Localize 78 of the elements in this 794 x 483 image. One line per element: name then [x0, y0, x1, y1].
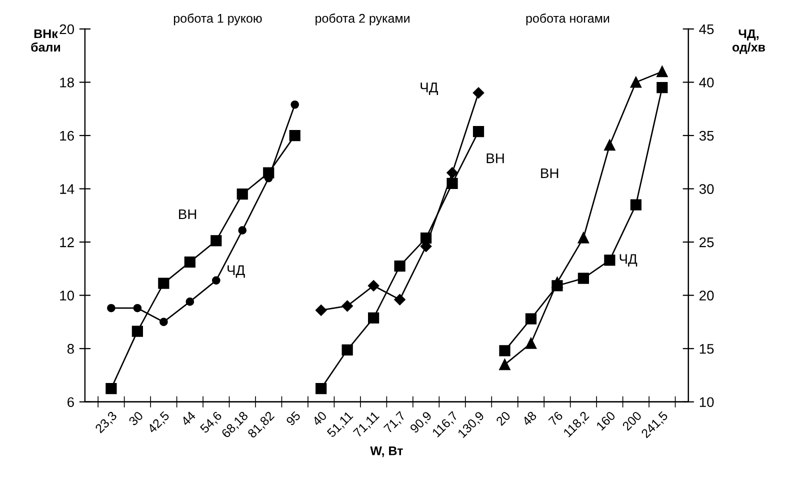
y-tick-label: 6	[68, 397, 74, 408]
point	[394, 260, 406, 272]
point	[342, 300, 353, 312]
text: робота 2 руками	[316, 13, 410, 26]
point	[132, 326, 143, 337]
x-tick-label: 30	[128, 410, 144, 426]
y2-tick-label: 20	[700, 290, 714, 300]
point	[107, 304, 116, 312]
point	[368, 280, 380, 292]
point	[578, 232, 590, 244]
point	[525, 338, 537, 349]
point	[472, 126, 484, 138]
point	[604, 140, 616, 151]
y-axis-title: ВНк бали	[31, 29, 60, 52]
point	[499, 345, 510, 356]
point	[106, 382, 117, 394]
x-tick-label: 20	[496, 410, 511, 426]
point	[394, 294, 406, 306]
point	[630, 76, 642, 88]
point	[630, 199, 642, 210]
point	[368, 312, 380, 324]
point	[236, 188, 248, 200]
point	[133, 304, 142, 312]
point	[446, 178, 458, 190]
point	[184, 256, 196, 268]
point	[604, 254, 616, 266]
x-tick-label: 160	[596, 410, 616, 431]
y2-tick-label: 15	[700, 344, 714, 354]
y-tick-label: 20	[60, 24, 74, 34]
annotation: ЧД	[228, 265, 245, 278]
point	[552, 276, 563, 288]
point	[499, 359, 510, 370]
annotation: ВН	[179, 209, 196, 220]
point	[210, 235, 222, 246]
y-tick-label: 8	[67, 344, 74, 354]
point	[238, 226, 247, 234]
x-tick-label: 44	[180, 410, 196, 426]
point	[158, 278, 170, 289]
x-tick-label: 48	[522, 410, 538, 426]
point	[656, 66, 668, 78]
y2-tick-label: 10	[700, 397, 714, 408]
point	[186, 298, 194, 306]
x-tick-label: 76	[548, 410, 564, 426]
point	[472, 87, 484, 99]
y2-tick-label: 30	[699, 184, 714, 194]
annotation: ВН	[541, 168, 558, 178]
annotation: ЧД	[620, 254, 638, 267]
point	[160, 318, 168, 326]
x-tick-label: 54,6	[200, 410, 224, 435]
annotation: ЧД	[420, 82, 438, 95]
point	[578, 272, 590, 284]
y-tick-label: 10	[60, 290, 74, 300]
point	[525, 313, 537, 324]
point	[316, 382, 327, 394]
annotation: ВН	[486, 154, 504, 164]
x-tick-label: 90,9	[409, 410, 434, 435]
text: робота ногами	[526, 13, 610, 26]
y2-tick-label: 35	[699, 130, 714, 141]
y2-tick-label: 40	[699, 78, 714, 88]
x-axis-title: W, Вт	[370, 446, 403, 458]
point	[315, 304, 327, 316]
y-tick-label: 12	[60, 237, 74, 248]
point	[289, 130, 300, 142]
y-tick-label: 18	[60, 78, 74, 88]
point	[656, 82, 668, 94]
point	[342, 344, 353, 356]
y-tick-label: 16	[60, 130, 74, 141]
point	[212, 276, 220, 285]
y-tick-label: 14	[60, 184, 74, 194]
x-tick-label: 95	[286, 410, 301, 426]
y2-tick-label: 25	[700, 237, 714, 248]
y2-tick-label: 45	[699, 24, 714, 34]
text: робота 1 рукою	[174, 13, 262, 26]
y2-axis-title: ЧД, од/хв	[732, 29, 766, 54]
point	[290, 100, 300, 109]
x-tick-label: 40	[312, 410, 328, 426]
point	[446, 167, 458, 178]
x-tick-label: 200	[622, 410, 642, 431]
